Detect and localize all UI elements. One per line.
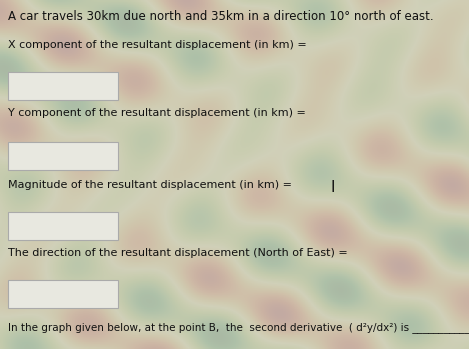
Text: In the graph given below, at the point B,  the  second derivative  ( d²y/dx²) is: In the graph given below, at the point B… xyxy=(8,322,469,333)
Text: Y component of the resultant displacement (in km) =: Y component of the resultant displacemen… xyxy=(8,108,306,118)
Text: I: I xyxy=(330,180,334,195)
FancyBboxPatch shape xyxy=(8,142,118,170)
Text: X component of the resultant displacement (in km) =: X component of the resultant displacemen… xyxy=(8,40,307,50)
Text: Magnitude of the resultant displacement (in km) =: Magnitude of the resultant displacement … xyxy=(8,180,292,190)
FancyBboxPatch shape xyxy=(8,280,118,308)
FancyBboxPatch shape xyxy=(8,212,118,240)
Text: The direction of the resultant displacement (North of East) =: The direction of the resultant displacem… xyxy=(8,248,348,258)
Text: A car travels 30km due north and 35km in a direction 10° north of east.: A car travels 30km due north and 35km in… xyxy=(8,10,434,23)
FancyBboxPatch shape xyxy=(8,72,118,100)
